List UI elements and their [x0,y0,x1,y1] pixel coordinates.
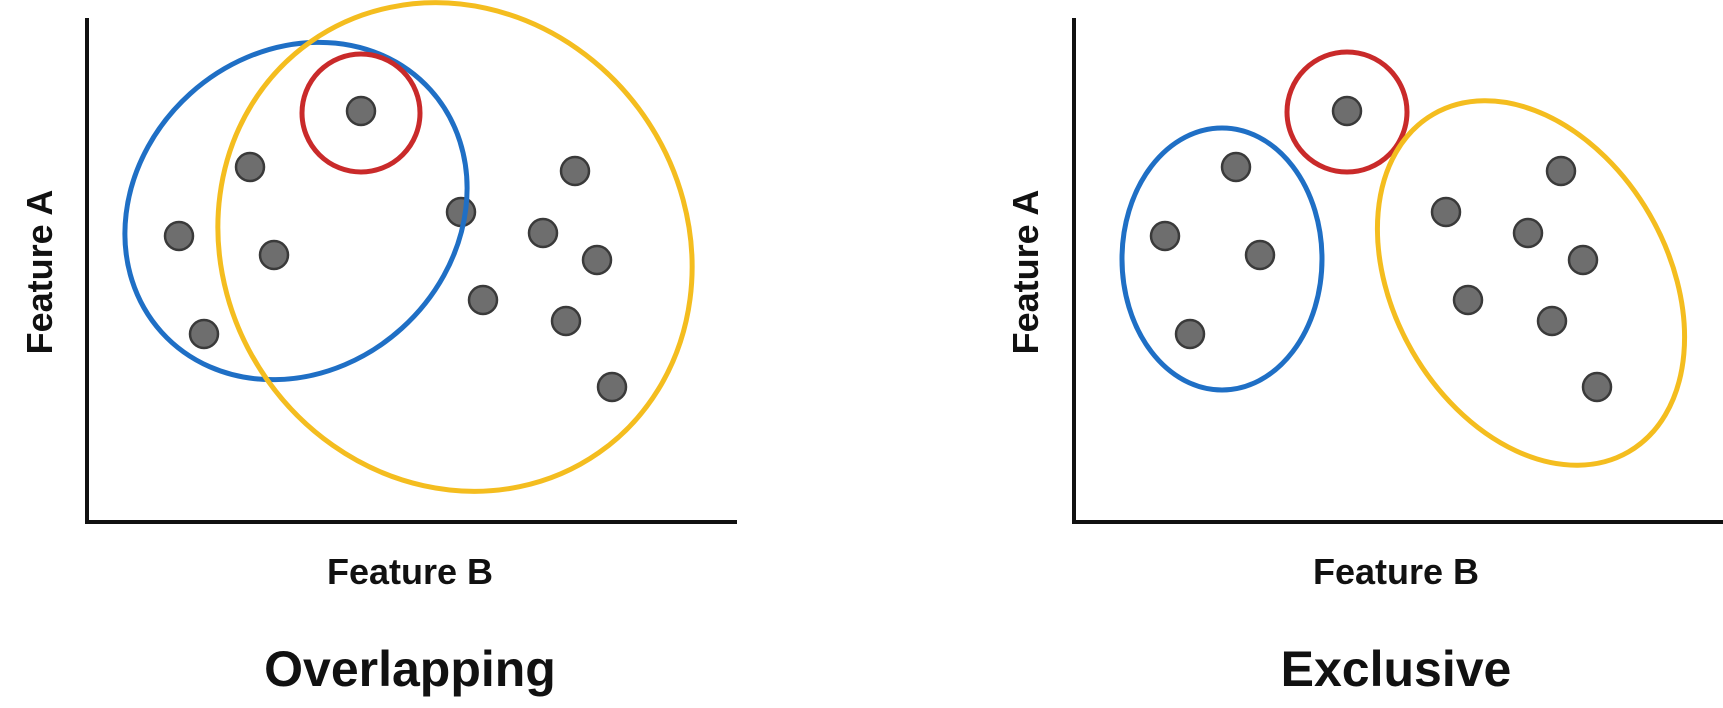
data-point [163,220,195,252]
data-point [1536,305,1568,337]
cluster-outline-red [299,51,423,175]
data-point [467,284,499,316]
data-point [1452,284,1484,316]
data-point [596,371,628,403]
data-point [1244,239,1276,271]
data-point [1545,155,1577,187]
data-point [258,239,290,271]
cluster-outline-yellow [215,0,695,494]
data-point [445,196,477,228]
data-point [550,305,582,337]
y-axis-label: Feature A [19,190,60,355]
data-point [1567,244,1599,276]
y-axis-label: Feature A [1005,190,1046,355]
data-point [1149,220,1181,252]
data-point [1581,371,1613,403]
data-point [1174,318,1206,350]
cluster-outline-blue [1119,125,1325,393]
x-axis-label: Feature B [327,551,493,592]
data-point [1331,95,1363,127]
points-overlapping [163,95,628,403]
data-point [234,151,266,183]
data-point [345,95,377,127]
panel-title-exclusive: Exclusive [1281,641,1512,697]
data-point [188,318,220,350]
data-point [1430,196,1462,228]
cluster-outline-yellow [1374,98,1688,468]
panel-overlapping: Feature A Feature B Overlapping [19,0,737,697]
cluster-outline-blue [122,39,470,383]
cluster-outline-red [1284,49,1410,175]
data-point [527,217,559,249]
data-point [1220,151,1252,183]
panel-exclusive: Feature A Feature B Exclusive [1005,18,1723,697]
data-point [1512,217,1544,249]
points-exclusive [1149,95,1613,403]
data-point [581,244,613,276]
panel-title-overlapping: Overlapping [264,641,556,697]
x-axis-label: Feature B [1313,551,1479,592]
data-point [559,155,591,187]
